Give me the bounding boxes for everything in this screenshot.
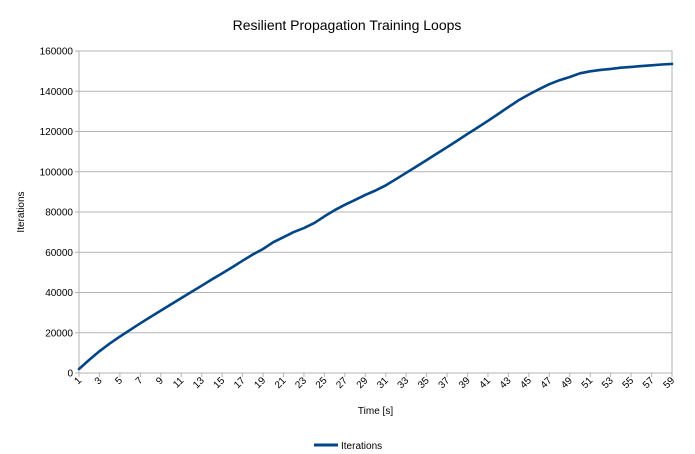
y-tick-label: 0 bbox=[67, 369, 73, 380]
y-tick-label: 20000 bbox=[45, 328, 73, 339]
x-tick-label: 11 bbox=[171, 375, 186, 390]
x-tick-label: 7 bbox=[134, 375, 146, 387]
x-tick-label: 41 bbox=[477, 375, 493, 391]
x-tick-label: 51 bbox=[580, 375, 596, 391]
x-tick-label: 17 bbox=[232, 375, 248, 391]
x-tick-label: 29 bbox=[355, 375, 371, 391]
y-tick-label: 100000 bbox=[40, 167, 74, 178]
y-tick-label: 140000 bbox=[40, 87, 74, 98]
x-tick-label: 45 bbox=[518, 375, 534, 391]
plot-area bbox=[78, 50, 673, 374]
x-axis-label: Time [s] bbox=[358, 406, 393, 417]
x-tick-label: 31 bbox=[375, 375, 391, 391]
x-axis-ticks: 1 3 5 7 9 11 13 15 17 19 21 23 25 27 29 31 33 35 37 39 41 43 4… bbox=[72, 373, 677, 391]
x-tick-label: 59 bbox=[661, 375, 677, 391]
y-axis-ticks: 0 20000 40000 60000 80000 100000 120000 140000 1… bbox=[40, 47, 74, 380]
gridlines bbox=[75, 50, 672, 374]
x-tick-label: 49 bbox=[559, 375, 575, 391]
y-axis-label: Iterations bbox=[16, 191, 27, 232]
series-line-iterations bbox=[77, 62, 674, 371]
y-tick-label: 60000 bbox=[45, 248, 73, 259]
y-tick-label: 80000 bbox=[45, 208, 73, 219]
legend-label-iterations: Iterations bbox=[341, 441, 382, 452]
y-tick-label: 40000 bbox=[45, 288, 73, 299]
x-tick-label: 23 bbox=[293, 375, 309, 391]
x-tick-label: 57 bbox=[641, 375, 657, 391]
x-tick-label: 3 bbox=[93, 375, 105, 387]
x-tick-label: 5 bbox=[113, 375, 125, 387]
x-tick-label: 19 bbox=[253, 375, 269, 391]
x-tick-label: 1 bbox=[72, 375, 84, 387]
x-tick-label: 13 bbox=[191, 375, 207, 391]
x-tick-label: 37 bbox=[437, 375, 453, 391]
chart-title: Resilient Propagation Training Loops bbox=[233, 17, 462, 33]
x-tick-label: 43 bbox=[498, 375, 514, 391]
x-tick-label: 55 bbox=[621, 375, 637, 391]
x-tick-label: 35 bbox=[416, 375, 432, 391]
x-tick-label: 15 bbox=[212, 375, 228, 391]
x-tick-label: 39 bbox=[457, 375, 473, 391]
x-tick-label: 9 bbox=[154, 375, 166, 387]
x-tick-label: 21 bbox=[273, 375, 289, 391]
x-tick-label: 33 bbox=[396, 375, 412, 391]
series-layer bbox=[77, 62, 674, 371]
y-tick-label: 160000 bbox=[40, 47, 74, 58]
x-tick-label: 47 bbox=[539, 375, 555, 391]
legend: Iterations bbox=[314, 441, 382, 452]
x-tick-label: 27 bbox=[334, 375, 350, 391]
x-tick-label: 25 bbox=[314, 375, 330, 391]
y-tick-label: 120000 bbox=[40, 127, 74, 138]
x-tick-label: 53 bbox=[600, 375, 616, 391]
